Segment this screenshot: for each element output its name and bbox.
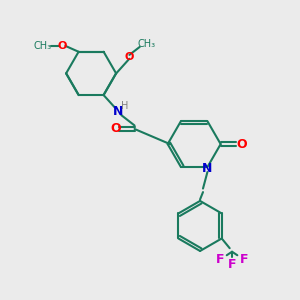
Text: O: O: [236, 138, 247, 151]
Text: F: F: [228, 259, 236, 272]
Text: N: N: [202, 162, 213, 175]
Text: O: O: [125, 52, 134, 62]
Text: H: H: [121, 101, 128, 111]
Text: N: N: [113, 105, 124, 118]
Text: O: O: [110, 122, 121, 136]
Text: CH₃: CH₃: [33, 41, 51, 51]
Text: CH₃: CH₃: [137, 39, 155, 49]
Text: F: F: [240, 254, 249, 266]
Text: O: O: [58, 41, 67, 51]
Text: F: F: [215, 254, 224, 266]
